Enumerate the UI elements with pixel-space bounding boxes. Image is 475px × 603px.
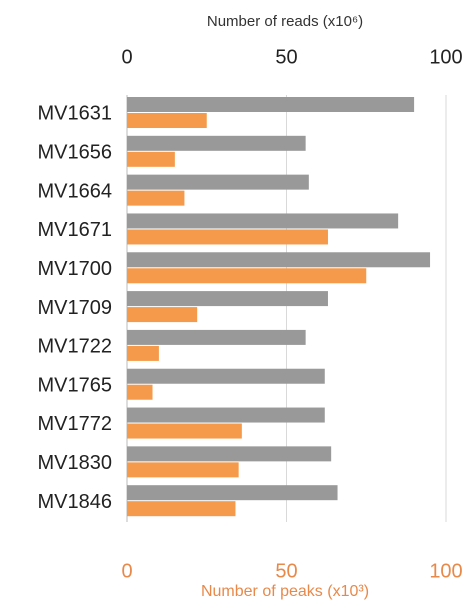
- x2-tick-label: 0: [121, 560, 132, 582]
- x-tick-label: 50: [275, 46, 297, 68]
- y-tick-label: MV1846: [38, 491, 113, 513]
- y-tick-label: MV1709: [38, 297, 113, 319]
- bar: [127, 368, 325, 384]
- bar: [127, 423, 242, 439]
- x2-tick-label: 100: [429, 560, 462, 582]
- y-tick-label: MV1671: [38, 219, 113, 241]
- y-tick-label: MV1765: [38, 374, 113, 396]
- bar: [127, 329, 306, 345]
- bar: [127, 446, 332, 462]
- bar: [127, 151, 175, 167]
- bar: [127, 268, 367, 284]
- y-tick-label: MV1656: [38, 142, 113, 164]
- bar: [127, 174, 309, 190]
- bar: [127, 135, 306, 151]
- y-tick-label: MV1664: [38, 180, 113, 202]
- bar: [127, 190, 185, 206]
- bar: [127, 485, 338, 501]
- bar: [127, 345, 159, 361]
- x2-tick-label: 50: [275, 560, 297, 582]
- bar: [127, 462, 239, 478]
- y-tick-label: MV1700: [38, 258, 113, 280]
- bar: [127, 229, 328, 245]
- bar: [127, 501, 236, 517]
- x-tick-label: 0: [121, 46, 132, 68]
- bar: [127, 252, 431, 268]
- x-axis-title: Number of reads (x10⁶): [207, 13, 363, 30]
- bar: [127, 291, 328, 307]
- bar: [127, 97, 415, 112]
- bar: [127, 307, 198, 323]
- bar: [127, 384, 153, 400]
- y-tick-label: MV1830: [38, 452, 113, 474]
- y-tick-label: MV1631: [38, 103, 113, 125]
- bar: [127, 407, 325, 423]
- y-tick-label: MV1772: [38, 413, 113, 435]
- y-tick-label: MV1722: [38, 336, 113, 358]
- x2-axis-title: Number of peaks (x10³): [201, 583, 369, 600]
- bar: [127, 213, 399, 229]
- x-tick-label: 100: [429, 46, 462, 68]
- bar: [127, 113, 207, 128]
